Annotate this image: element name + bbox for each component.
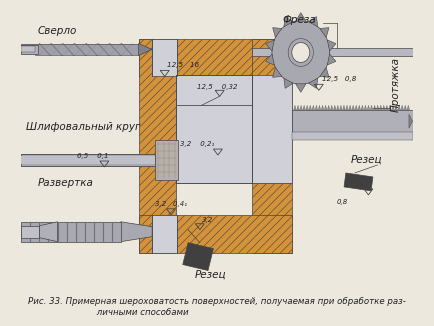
Polygon shape [320,67,329,77]
Polygon shape [404,105,407,110]
Polygon shape [339,105,342,110]
Bar [21,154,155,166]
Polygon shape [327,54,336,65]
Bar [21,47,35,52]
Polygon shape [284,78,293,88]
Polygon shape [376,105,379,110]
Polygon shape [293,105,296,110]
Polygon shape [266,40,274,51]
Text: 3,2: 3,2 [202,217,213,223]
Polygon shape [358,105,361,110]
Text: 12,5   0,8: 12,5 0,8 [322,76,357,82]
Bar [138,215,292,253]
Polygon shape [367,105,370,110]
Polygon shape [330,105,333,110]
Polygon shape [398,105,401,110]
Text: Фреза: Фреза [283,15,316,24]
Text: Протяжка: Протяжка [391,57,401,112]
Polygon shape [121,222,152,242]
Bar [35,43,138,55]
Text: Сверло: Сверло [38,25,77,36]
Bar [21,156,155,164]
Polygon shape [395,105,398,110]
Polygon shape [318,105,321,110]
Polygon shape [342,105,345,110]
Bar [21,226,39,238]
Polygon shape [388,105,391,110]
Polygon shape [391,105,395,110]
Bar [252,183,292,253]
Text: 12,5   16: 12,5 16 [168,62,200,68]
Circle shape [292,42,310,63]
Polygon shape [183,243,214,271]
Text: Резец: Резец [194,270,226,279]
Bar [21,43,138,52]
Polygon shape [361,105,364,110]
Bar [177,105,252,183]
Polygon shape [401,105,404,110]
Text: 6,5    0,1: 6,5 0,1 [77,153,109,159]
Polygon shape [379,105,382,110]
Bar [138,38,292,76]
Bar [155,140,178,180]
Bar [252,75,292,183]
Polygon shape [327,40,336,51]
Polygon shape [297,105,299,110]
Polygon shape [273,67,282,77]
Polygon shape [309,105,312,110]
Text: 12,5    0,32: 12,5 0,32 [197,84,238,90]
Polygon shape [296,13,306,21]
Polygon shape [373,105,376,110]
Polygon shape [324,105,327,110]
Bar [292,132,413,140]
Polygon shape [315,105,318,110]
Text: Шлифовальный круг: Шлифовальный круг [26,122,141,132]
Polygon shape [321,105,324,110]
Polygon shape [407,105,410,110]
Bar [292,110,413,132]
Text: Рис. 33. Примерная шероховатость поверхностей, получаемая при обработке раз-
   : Рис. 33. Примерная шероховатость поверхн… [28,297,406,317]
Polygon shape [39,222,57,242]
Text: 3,2    0,2₁: 3,2 0,2₁ [180,141,214,147]
Polygon shape [309,78,318,88]
Bar [21,222,121,242]
Bar [21,52,138,55]
Circle shape [272,21,330,84]
Polygon shape [336,105,339,110]
Polygon shape [364,105,367,110]
Polygon shape [273,28,282,37]
Bar [152,38,178,76]
Polygon shape [300,105,302,110]
Polygon shape [344,173,373,191]
Bar [152,215,178,253]
Bar [21,45,38,54]
Polygon shape [352,105,355,110]
Polygon shape [385,105,388,110]
Polygon shape [266,54,274,65]
Polygon shape [355,105,358,110]
Polygon shape [303,105,306,110]
Polygon shape [320,28,329,37]
Polygon shape [296,84,306,92]
Bar [252,38,292,183]
Polygon shape [309,17,318,27]
Polygon shape [382,105,385,110]
Polygon shape [306,105,309,110]
Text: Резец: Резец [350,155,382,165]
Polygon shape [138,43,152,55]
Text: 3,2   0,4₁: 3,2 0,4₁ [155,201,187,207]
Text: 0,8: 0,8 [337,199,348,205]
Bar [252,49,413,56]
Text: Развертка: Развертка [38,178,94,188]
Polygon shape [327,105,330,110]
Polygon shape [284,17,293,27]
Polygon shape [370,105,373,110]
Polygon shape [409,114,413,128]
Polygon shape [345,105,349,110]
Polygon shape [349,105,352,110]
Bar [177,75,252,105]
Polygon shape [312,105,315,110]
Bar [138,38,177,253]
Polygon shape [333,105,336,110]
